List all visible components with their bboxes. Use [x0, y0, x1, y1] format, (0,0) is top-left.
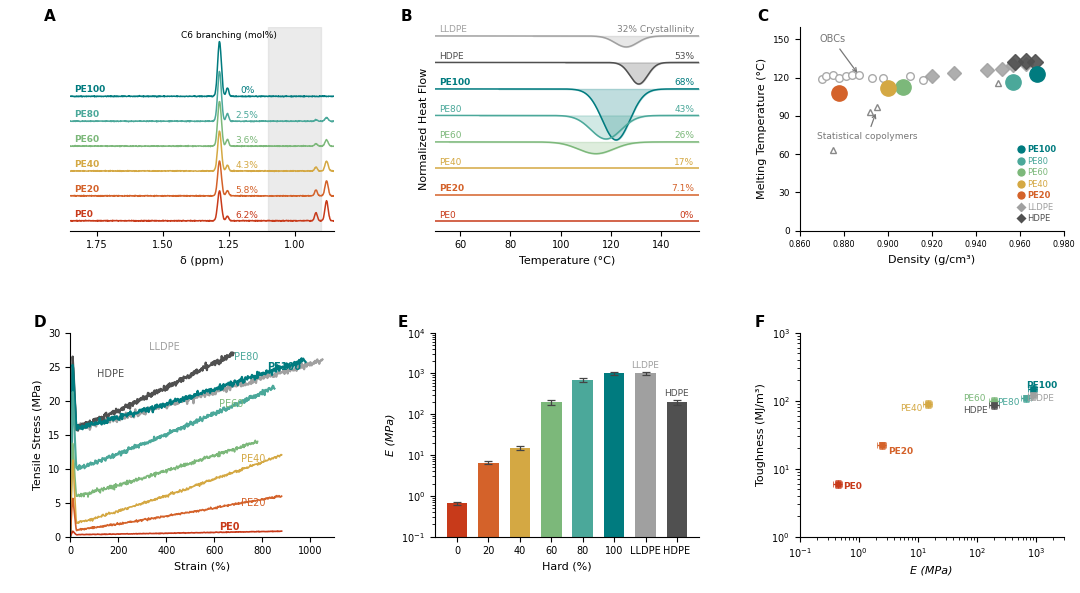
Text: PE40: PE40 — [241, 454, 265, 464]
Text: LLDPE: LLDPE — [149, 342, 180, 352]
Text: 68%: 68% — [674, 78, 694, 87]
Text: 43%: 43% — [674, 105, 694, 114]
Text: PE60: PE60 — [219, 400, 243, 410]
Bar — [478, 463, 499, 593]
Text: 17%: 17% — [674, 158, 694, 167]
X-axis label: Strain (%): Strain (%) — [174, 562, 230, 572]
Text: F: F — [755, 314, 765, 330]
Bar — [510, 448, 530, 593]
Text: HDPE: HDPE — [963, 406, 988, 415]
Text: PE100: PE100 — [75, 85, 106, 94]
X-axis label: Hard (%): Hard (%) — [542, 562, 592, 572]
Text: PE20: PE20 — [75, 185, 99, 194]
Text: 7.1%: 7.1% — [671, 184, 694, 193]
Text: PE40: PE40 — [900, 403, 922, 413]
Text: PE60: PE60 — [75, 135, 99, 144]
Bar — [541, 402, 562, 593]
X-axis label: δ (ppm): δ (ppm) — [180, 256, 225, 266]
Bar — [572, 380, 593, 593]
X-axis label: E (MPa): E (MPa) — [910, 566, 953, 576]
Legend: PE100, PE80, PE60, PE40, PE20, LLDPE, HDPE: PE100, PE80, PE60, PE40, PE20, LLDPE, HD… — [1014, 142, 1059, 227]
Text: PE20: PE20 — [241, 498, 266, 508]
Text: LLDPE: LLDPE — [632, 361, 660, 369]
Y-axis label: Normalized Heat Flow: Normalized Heat Flow — [419, 68, 430, 190]
Text: LLDPE: LLDPE — [1026, 394, 1054, 403]
Text: PE20: PE20 — [438, 184, 463, 193]
Text: B: B — [401, 8, 413, 24]
Y-axis label: E (MPa): E (MPa) — [386, 413, 395, 456]
Text: PE60: PE60 — [963, 394, 986, 403]
Text: D: D — [33, 314, 45, 330]
Text: C6 branching (mol%): C6 branching (mol%) — [180, 31, 276, 40]
Text: PE80: PE80 — [233, 352, 258, 362]
Text: 5.8%: 5.8% — [235, 186, 259, 195]
Text: 2.5%: 2.5% — [235, 111, 259, 120]
Text: OBCs: OBCs — [820, 34, 856, 72]
Text: PE0: PE0 — [843, 482, 862, 491]
Text: PE0: PE0 — [75, 210, 93, 219]
Bar — [269, 27, 321, 231]
Bar — [604, 374, 624, 593]
X-axis label: Temperature (°C): Temperature (°C) — [518, 256, 616, 266]
Text: 26%: 26% — [674, 132, 694, 141]
Text: PE20: PE20 — [889, 447, 914, 456]
Bar — [635, 374, 656, 593]
Text: PE80: PE80 — [438, 105, 461, 114]
Text: PE0: PE0 — [438, 211, 456, 220]
Text: PE0: PE0 — [219, 522, 240, 532]
Text: 4.3%: 4.3% — [235, 161, 259, 170]
Text: PE80: PE80 — [75, 110, 99, 119]
Text: PE40: PE40 — [75, 160, 99, 169]
Text: 3.6%: 3.6% — [235, 136, 259, 145]
Text: 0%: 0% — [240, 87, 255, 95]
Text: C: C — [757, 8, 768, 24]
Text: E: E — [397, 314, 408, 330]
Bar — [447, 503, 468, 593]
Text: 53%: 53% — [674, 52, 694, 61]
Text: PE100: PE100 — [438, 78, 470, 87]
Text: PE100: PE100 — [1026, 381, 1057, 390]
Text: A: A — [44, 8, 55, 24]
Text: PE40: PE40 — [438, 158, 461, 167]
Text: PE100: PE100 — [267, 362, 301, 372]
Text: 6.2%: 6.2% — [235, 211, 259, 220]
Text: PE80: PE80 — [997, 398, 1020, 407]
Y-axis label: Tensile Stress (MPa): Tensile Stress (MPa) — [32, 380, 42, 490]
Text: HDPE: HDPE — [438, 52, 463, 61]
Text: 0%: 0% — [679, 211, 694, 220]
Text: Statistical copolymers: Statistical copolymers — [818, 115, 918, 141]
Y-axis label: Melting Temperature (°C): Melting Temperature (°C) — [757, 58, 767, 199]
Text: HDPE: HDPE — [664, 389, 689, 398]
Y-axis label: Toughness (MJ/m³): Toughness (MJ/m³) — [756, 383, 766, 486]
Text: 32% Crystallinity: 32% Crystallinity — [617, 25, 694, 34]
Text: LLDPE: LLDPE — [438, 25, 467, 34]
X-axis label: Density (g/cm³): Density (g/cm³) — [888, 255, 975, 265]
Text: HDPE: HDPE — [96, 369, 124, 379]
Text: PE60: PE60 — [438, 132, 461, 141]
Bar — [666, 402, 687, 593]
